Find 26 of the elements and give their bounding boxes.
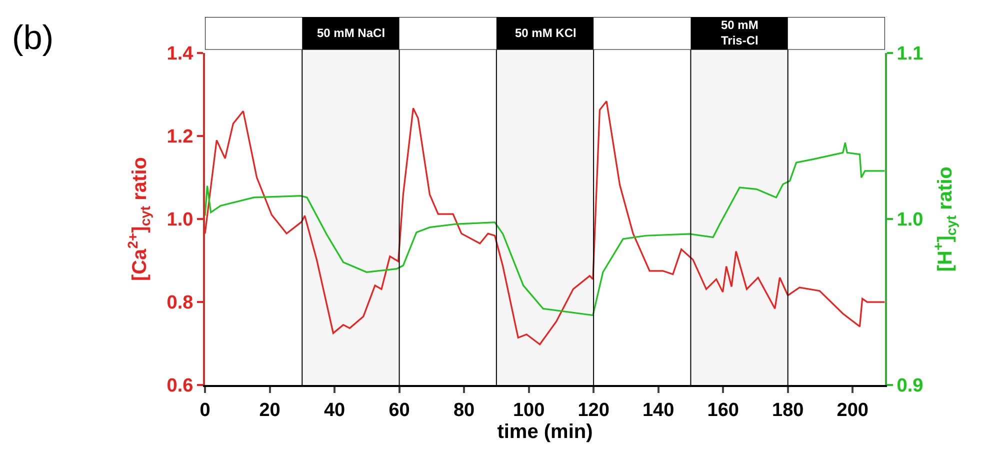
x-tick-label: 140	[642, 400, 674, 421]
x-tick-label: 60	[388, 400, 410, 421]
y2-tick-label: 0.9	[896, 376, 924, 397]
x-tick-label: 120	[578, 400, 610, 421]
x-axis-title: time (min)	[497, 420, 593, 443]
x-tick-label: 160	[707, 400, 739, 421]
y-tick-label: 0.8	[166, 292, 194, 314]
line-series	[205, 100, 885, 346]
band-label: 50 mM Tris-Cl	[721, 18, 758, 48]
x-tick-label: 100	[512, 400, 545, 421]
text: (b)	[12, 19, 54, 57]
x-tick-label: 200	[836, 400, 868, 421]
y2-tick-label: 1.1	[896, 44, 924, 65]
y2-tick-label: 1.0	[896, 210, 924, 231]
y-tick-label: 1.2	[166, 126, 194, 148]
y-tick-label: 0.6	[166, 376, 194, 397]
x-tick-label: 180	[772, 400, 804, 421]
x-tick-label: 80	[453, 400, 475, 421]
x-tick-label: 40	[324, 400, 346, 421]
x-tick-label: 20	[259, 400, 280, 421]
x-tick-label: 0	[200, 400, 210, 421]
y-tick-label: 1.0	[166, 210, 194, 231]
band-label: 50 mM NaCl	[317, 26, 386, 40]
y-tick-label: 1.4	[166, 44, 194, 65]
band-label: 50 mM KCl	[515, 26, 576, 40]
line-series	[205, 142, 885, 316]
